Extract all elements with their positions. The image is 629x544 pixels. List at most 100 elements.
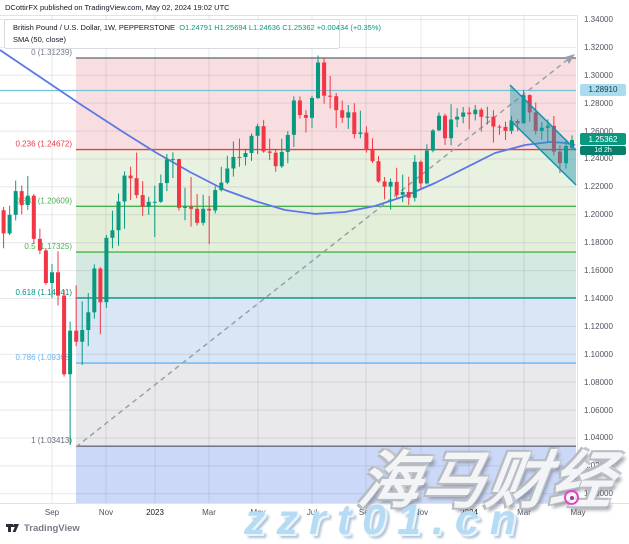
candle-body: [31, 195, 36, 239]
candle-body: [291, 100, 296, 135]
candle-body: [19, 191, 24, 206]
fib-level-label: 0.786 (1.09368): [16, 353, 73, 362]
candle-body: [213, 190, 218, 211]
candle-body: [92, 268, 97, 313]
candle-body: [297, 100, 302, 115]
candle-body: [382, 181, 387, 187]
fib-level-label: 1 (1.03413): [31, 436, 72, 445]
candle-body: [533, 112, 538, 131]
candle-body: [473, 109, 478, 115]
candle-body: [418, 161, 423, 184]
fib-band: [76, 363, 576, 447]
candle-body: [146, 201, 151, 207]
candle-body: [340, 110, 345, 118]
price-tick-label: 1.28000: [584, 98, 613, 108]
tradingview-logo-icon: [6, 524, 19, 532]
candle-body: [322, 62, 327, 96]
time-axis[interactable]: Sep Nov 2023 Mar May Jul Sep Nov 2024 Mar May: [0, 503, 629, 521]
candle-body: [1, 210, 6, 234]
fib-band: [76, 252, 576, 298]
publication-point-marker[interactable]: [564, 490, 579, 505]
candle-body: [352, 112, 357, 135]
ohlc-values: O1.24791 H1.25694 L1.24636 C1.25362 +0.0…: [179, 23, 382, 32]
candle-body: [261, 126, 266, 152]
candle-body: [237, 156, 242, 158]
sma-50-line: [0, 49, 576, 215]
candle-body: [430, 130, 435, 151]
price-tick-label: 1.06000: [584, 405, 613, 415]
candle-body: [195, 208, 200, 223]
channel-upper-line: [509, 84, 577, 151]
fib-level-label: 0.382 (1.20609): [16, 196, 73, 205]
candle-body: [7, 214, 12, 234]
candle-body: [394, 181, 399, 195]
time-tick-label: Jul: [306, 508, 318, 517]
candle-body: [116, 201, 121, 231]
time-tick-label: May: [570, 508, 586, 517]
price-tick-label: 1.10000: [584, 349, 613, 359]
candle-body: [207, 208, 212, 211]
candle-body: [364, 132, 369, 150]
tradingview-brand-text: TradingView: [24, 522, 80, 534]
candle-body: [285, 134, 290, 152]
candle-body: [128, 175, 133, 179]
candle-body: [509, 121, 514, 131]
time-tick-label: 2024: [460, 508, 478, 517]
fib-band: [76, 297, 576, 364]
price-tick-label: 1.12000: [584, 321, 613, 331]
candle-body: [201, 208, 206, 223]
footer-brand: TradingView: [6, 521, 80, 535]
price-tick-label: 1.18000: [584, 238, 613, 248]
candle-body: [37, 238, 42, 251]
candle-body: [255, 126, 260, 136]
price-tick-label: 1.14000: [584, 293, 613, 303]
candle-body: [74, 330, 79, 342]
candle-body: [437, 115, 441, 131]
price-tick-label: 1.08000: [584, 377, 613, 387]
publication-point-dot: [569, 495, 574, 500]
candle-body: [183, 206, 187, 208]
publication-header: DCottirFX published on TradingView.com, …: [5, 3, 230, 12]
candle-body: [140, 195, 145, 207]
candle-body: [279, 151, 284, 167]
candle-body: [56, 272, 60, 296]
candle-body: [479, 109, 484, 117]
price-tick-label: 1.00000: [584, 489, 613, 499]
candle-body: [50, 272, 54, 283]
time-tick-label: Nov: [98, 508, 114, 517]
candle-body: [545, 125, 550, 128]
candle-body: [316, 62, 320, 99]
candle-body: [515, 121, 520, 124]
candle-body: [62, 295, 67, 375]
candle-body: [551, 125, 556, 152]
candle-body: [455, 116, 460, 120]
time-tick-label: Sep: [44, 508, 60, 517]
candle-body: [557, 151, 562, 164]
time-tick-label: Nov: [413, 508, 429, 517]
fib-level-label: 0.236 (1.24672): [16, 140, 73, 149]
candle-body: [449, 119, 454, 139]
indicator-label: SMA (50, close): [13, 35, 66, 44]
candle-body: [491, 116, 496, 127]
price-tick-label: 1.04000: [584, 433, 613, 443]
candle-body: [13, 191, 18, 215]
candle-body: [485, 116, 490, 118]
bar-countdown-badge: 1d 2h: [580, 146, 626, 156]
candle-body: [497, 126, 502, 128]
last-price-badge: 1.25362: [580, 133, 626, 146]
candle-body: [328, 95, 333, 97]
time-tick-label: Mar: [202, 508, 216, 517]
chart-legend: British Pound / U.S. Dollar, 1W, PEPPERS…: [4, 19, 381, 49]
candle-body: [231, 156, 236, 169]
candle-body: [25, 195, 30, 205]
time-tick-label: Sep: [358, 508, 374, 517]
candle-body: [249, 135, 254, 153]
candle-body: [273, 152, 278, 167]
candle-body: [122, 175, 127, 202]
price-axis[interactable]: 1.34000 1.32000 1.30000 1.28000 1.26000 1.240…: [577, 15, 629, 503]
price-tick-label: 1.20000: [584, 210, 613, 220]
candle-body: [370, 149, 375, 162]
fib-level-label: 0 (1.31239): [31, 48, 72, 57]
fib-band: [76, 149, 576, 207]
candle-body: [134, 178, 139, 196]
